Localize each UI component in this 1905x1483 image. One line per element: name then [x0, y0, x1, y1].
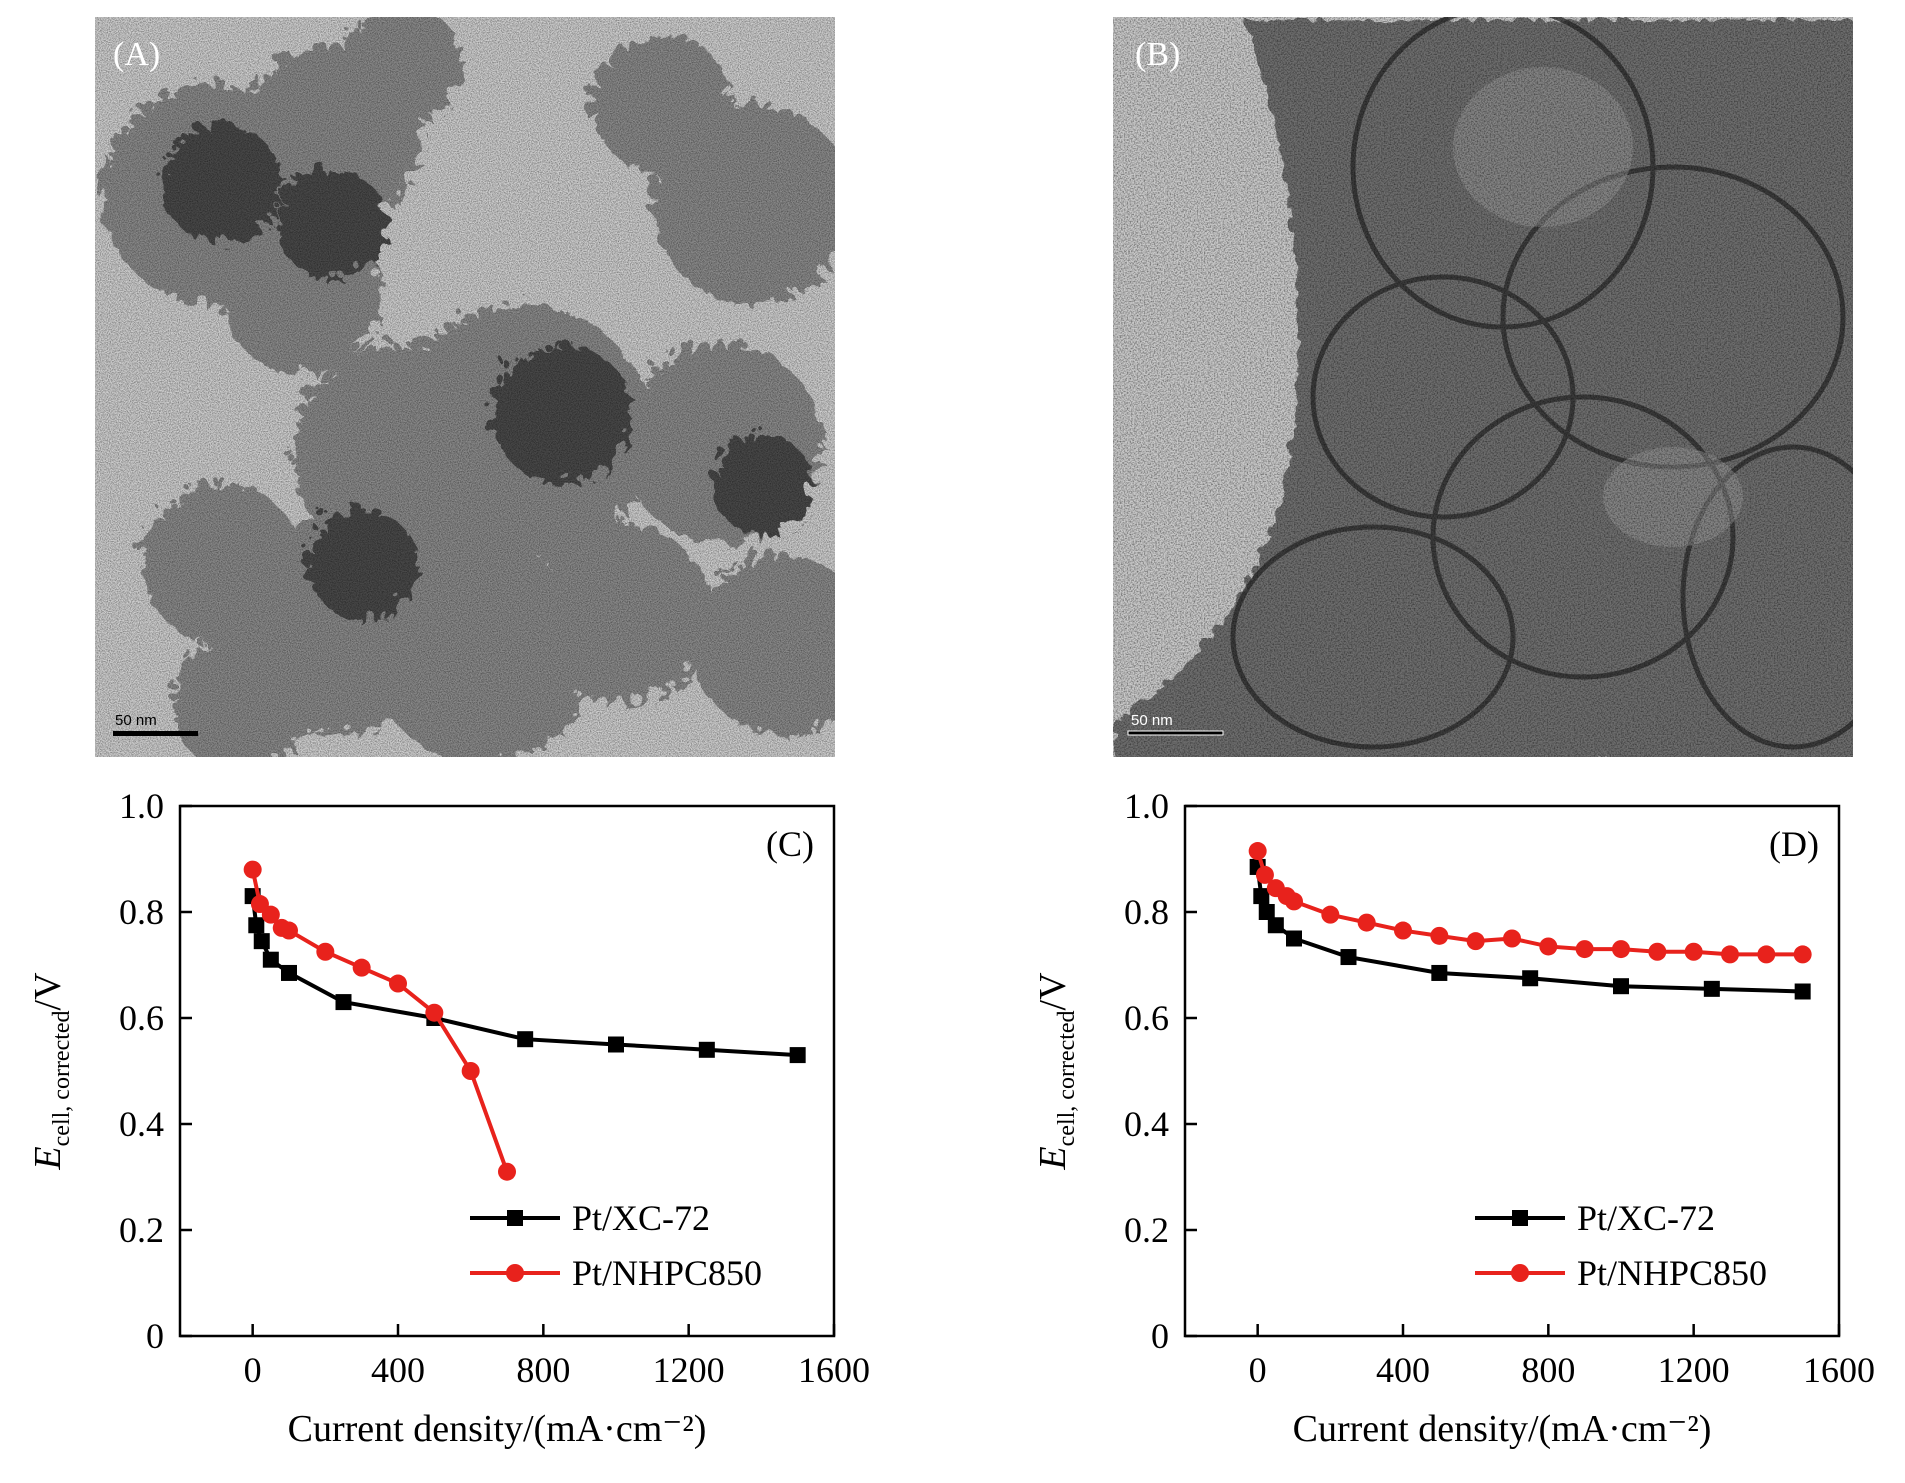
chart-d-point-xc72 — [1703, 980, 1720, 997]
scale-bar-label-b: 50 nm — [1131, 712, 1173, 729]
chart-d-point-nhpc850 — [1757, 945, 1776, 964]
chart-c-xtick-label: 1600 — [798, 1350, 870, 1390]
chart-d-xtick-label: 400 — [1376, 1350, 1430, 1390]
chart-d: 0 0.2 0.4 0.6 0.8 1.0 0 400 800 1200 1600 Current d… — [1005, 770, 1905, 1478]
chart-c-ytick-label: 0.2 — [119, 1210, 164, 1250]
chart-c-point-xc72 — [608, 1036, 624, 1053]
chart-d-point-xc72 — [1286, 930, 1302, 947]
chart-d-point-nhpc850 — [1285, 892, 1303, 911]
panel-label-b: (B) — [1135, 36, 1180, 73]
tem-image-a: (A) 50 nm — [95, 17, 835, 757]
chart-c-point-nhpc850 — [389, 974, 407, 993]
chart-c-point-xc72 — [517, 1031, 534, 1048]
chart-c-legend-label-xc72: Pt/XC-72 — [572, 1198, 710, 1238]
chart-d-x-axis-title: Current density/(mA·cm⁻²) — [1293, 1408, 1712, 1450]
chart-d-ytick-label: 0.4 — [1124, 1104, 1169, 1144]
chart-d-legend-marker-xc72 — [1512, 1210, 1528, 1226]
chart-d-point-nhpc850 — [1648, 942, 1667, 961]
chart-c-legend-label-nhpc850: Pt/NHPC850 — [572, 1253, 762, 1293]
chart-d-point-xc72 — [1267, 917, 1284, 934]
chart-c-legend-marker-nhpc850 — [506, 1264, 524, 1282]
chart-d-point-nhpc850 — [1248, 842, 1267, 861]
chart-d-point-nhpc850 — [1394, 921, 1412, 940]
chart-d-point-nhpc850 — [1721, 945, 1739, 964]
chart-c-point-nhpc850 — [352, 958, 371, 977]
chart-d-ytick-label: 1.0 — [1124, 786, 1169, 826]
chart-c-point-nhpc850 — [243, 860, 262, 879]
chart-c-point-nhpc850 — [280, 921, 298, 940]
chart-c-xtick-label: 400 — [371, 1350, 425, 1390]
chart-d-point-nhpc850 — [1539, 937, 1558, 956]
chart-c: 0 0.2 0.4 0.6 0.8 1.0 0 400 800 1200 1600 Current d… — [0, 770, 900, 1478]
chart-c-ytick-label: 1.0 — [119, 786, 164, 826]
chart-c-xtick-label: 1200 — [653, 1350, 725, 1390]
chart-c-ytick-label: 0.6 — [119, 998, 164, 1038]
chart-c-point-nhpc850 — [316, 942, 335, 961]
chart-d-point-nhpc850 — [1321, 905, 1340, 924]
chart-c-point-nhpc850 — [461, 1062, 480, 1080]
chart-c-xtick-label: 0 — [244, 1350, 262, 1390]
chart-d-point-nhpc850 — [1575, 940, 1594, 959]
chart-d-point-xc72 — [1522, 970, 1539, 987]
chart-c-point-nhpc850 — [261, 905, 280, 924]
chart-d-legend-label-xc72: Pt/XC-72 — [1577, 1198, 1715, 1238]
tem-image-b: (B) 50 nm — [1113, 17, 1853, 757]
chart-d-ytick-label: 0.8 — [1124, 892, 1169, 932]
chart-c-point-xc72 — [281, 964, 297, 981]
chart-d-xtick-label: 800 — [1521, 1350, 1575, 1390]
chart-d-legend-label-nhpc850: Pt/NHPC850 — [1577, 1253, 1767, 1293]
chart-c-point-nhpc850 — [498, 1162, 516, 1181]
chart-c-ytick-label: 0.4 — [119, 1104, 164, 1144]
chart-d-svg: 0 0.2 0.4 0.6 0.8 1.0 0 400 800 1200 1600 Current d… — [1032, 786, 1875, 1450]
scale-bar-a — [113, 731, 198, 736]
chart-c-point-xc72 — [335, 994, 352, 1011]
chart-c-svg: 0 0.2 0.4 0.6 0.8 1.0 0 400 800 1200 1600 Current d… — [27, 786, 870, 1450]
panel-label-a: (A) — [113, 36, 160, 73]
chart-d-point-xc72 — [1258, 904, 1275, 920]
chart-d-xtick-label: 0 — [1249, 1350, 1267, 1390]
chart-d-point-xc72 — [1613, 978, 1629, 995]
chart-d-point-nhpc850 — [1357, 913, 1376, 932]
chart-d-point-nhpc850 — [1684, 942, 1703, 961]
chart-c-ytick-label: 0 — [146, 1316, 164, 1356]
chart-c-y-axis-title: Ecell, corrected/V — [27, 972, 75, 1171]
chart-d-point-xc72 — [1431, 964, 1448, 981]
chart-d-line-nhpc850 — [1255, 850, 1803, 957]
chart-c-line-nhpc850 — [250, 869, 509, 1173]
chart-d-point-nhpc850 — [1503, 929, 1521, 948]
chart-d-legend-marker-nhpc850 — [1511, 1264, 1529, 1282]
chart-c-point-xc72 — [253, 933, 270, 950]
chart-c-point-xc72 — [789, 1047, 806, 1064]
chart-c-point-xc72 — [262, 951, 279, 968]
chart-d-point-nhpc850 — [1255, 865, 1274, 884]
chart-d-plot-frame — [1183, 804, 1841, 1338]
chart-d-point-nhpc850 — [1612, 940, 1630, 959]
chart-c-x-axis-title: Current density/(mA·cm⁻²) — [288, 1408, 707, 1450]
chart-c-plot-frame — [178, 804, 836, 1338]
chart-d-point-xc72 — [1340, 949, 1357, 966]
chart-d-point-nhpc850 — [1466, 932, 1485, 951]
chart-d-point-xc72 — [1794, 983, 1811, 1000]
chart-c-point-xc72 — [248, 917, 265, 934]
scale-bar-b — [1127, 730, 1224, 736]
chart-c-point-xc72 — [698, 1041, 715, 1058]
chart-d-ytick-label: 0 — [1151, 1316, 1169, 1356]
chart-d-point-nhpc850 — [1430, 926, 1449, 945]
chart-d-point-xc72 — [1253, 888, 1270, 905]
chart-d-point-nhpc850 — [1793, 945, 1812, 964]
chart-d-y-axis-title: Ecell, corrected/V — [1032, 972, 1080, 1171]
chart-d-ytick-label: 0.6 — [1124, 998, 1169, 1038]
scale-bar-label-a: 50 nm — [115, 712, 157, 729]
chart-d-ytick-label: 0.2 — [1124, 1210, 1169, 1250]
chart-c-point-nhpc850 — [425, 1003, 444, 1022]
chart-d-xtick-label: 1200 — [1658, 1350, 1730, 1390]
chart-d-panel-label: (D) — [1769, 824, 1819, 864]
chart-c-ytick-label: 0.8 — [119, 892, 164, 932]
chart-c-xtick-label: 800 — [516, 1350, 570, 1390]
chart-d-xtick-label: 1600 — [1803, 1350, 1875, 1390]
chart-c-panel-label: (C) — [766, 824, 814, 864]
chart-c-legend-marker-xc72 — [507, 1210, 523, 1226]
